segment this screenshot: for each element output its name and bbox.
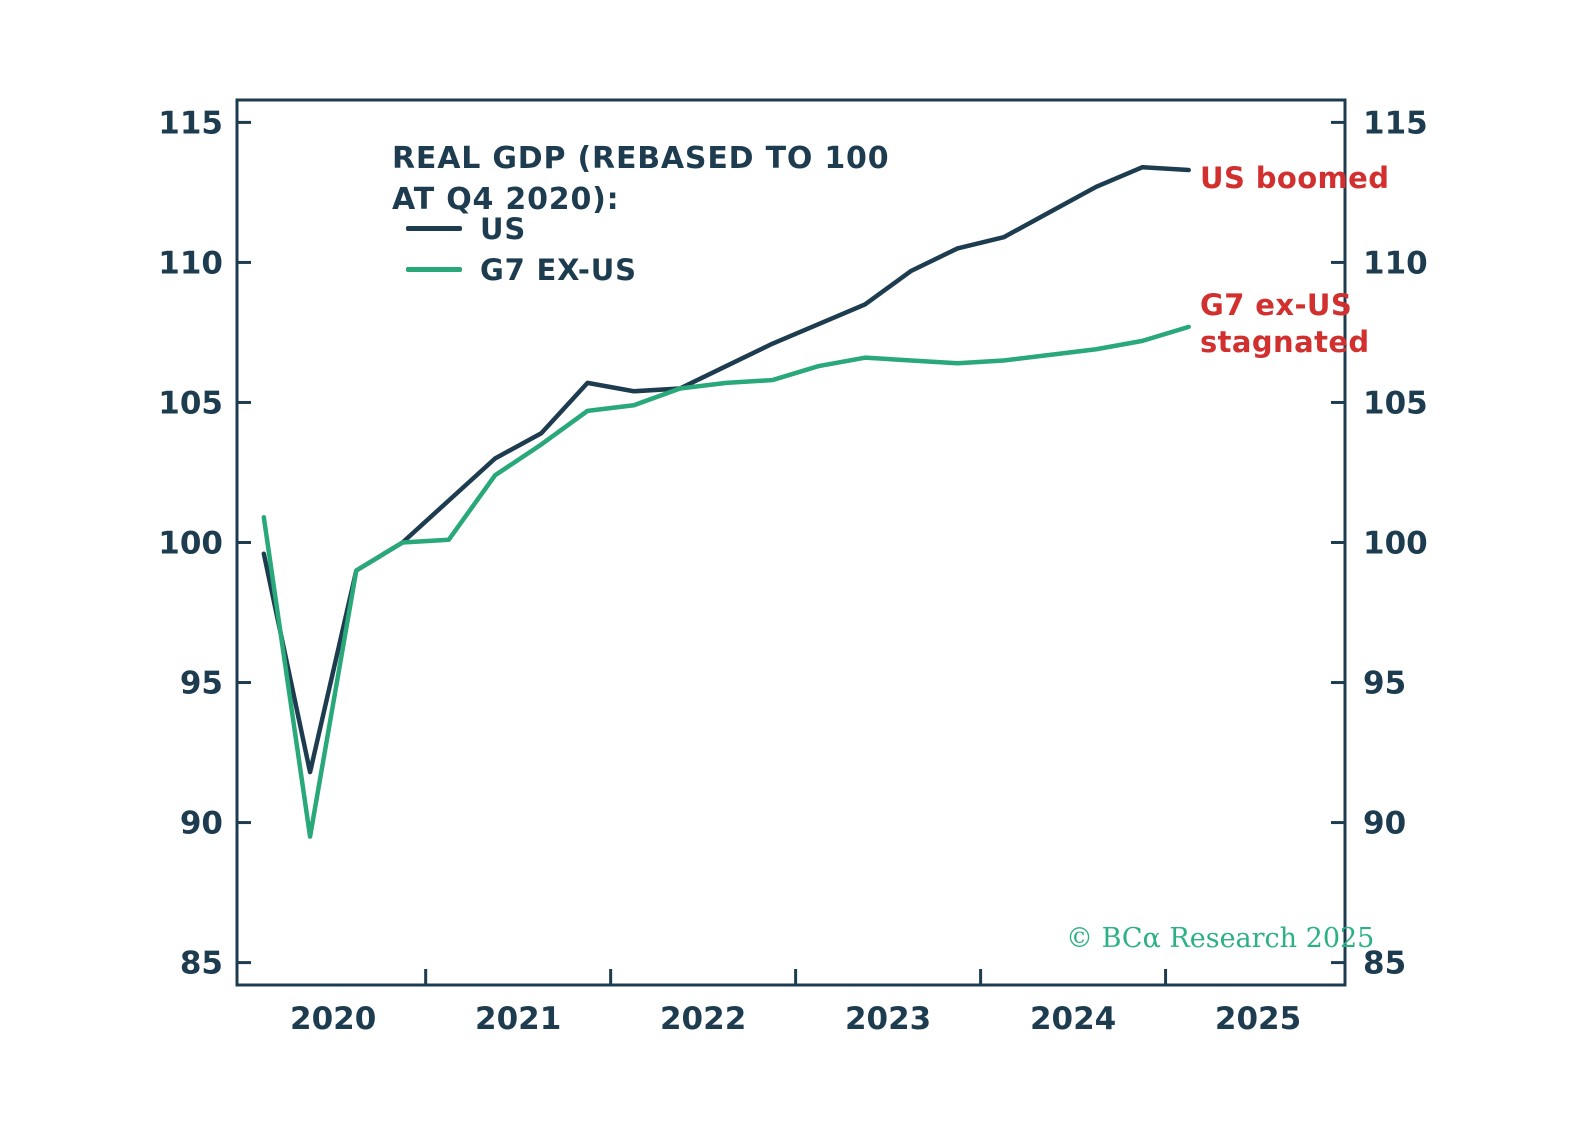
- chart-title: REAL GDP (REBASED TO 100 AT Q4 2020):: [392, 138, 889, 220]
- legend-label-us: US: [480, 211, 527, 246]
- y-axis-label-left: 110: [158, 245, 223, 281]
- chart-title-line2: AT Q4 2020):: [392, 182, 620, 217]
- annotation-g7-line1: G7 ex-US: [1200, 288, 1353, 322]
- y-axis-label-left: 85: [180, 946, 223, 982]
- y-axis-label-right: 115: [1363, 105, 1428, 141]
- x-axis-label: 2020: [290, 1001, 376, 1037]
- g7-line-swatch: [406, 267, 462, 272]
- legend-label-g7: G7 EX-US: [480, 252, 637, 287]
- y-axis-label-left: 100: [158, 526, 223, 562]
- y-axis-label-right: 90: [1363, 806, 1406, 842]
- y-axis-label-left: 115: [158, 105, 223, 141]
- annotation-g7-stagnated: G7 ex-US stagnated: [1200, 287, 1370, 361]
- y-axis-label-left: 90: [180, 806, 223, 842]
- annotation-g7-line2: stagnated: [1200, 325, 1370, 359]
- y-axis-label-right: 85: [1363, 946, 1406, 982]
- y-axis-label-right: 95: [1363, 666, 1406, 702]
- x-axis-label: 2024: [1030, 1001, 1116, 1037]
- x-axis-label: 2022: [660, 1001, 746, 1037]
- series-line-us: [261, 164, 1191, 775]
- x-axis-label: 2023: [845, 1001, 931, 1037]
- y-axis-label-left: 95: [180, 666, 223, 702]
- chart-legend: US G7 EX-US: [406, 208, 637, 290]
- y-axis-label-right: 110: [1363, 245, 1428, 281]
- copyright-credit: © BCα Research 2025: [1066, 923, 1375, 954]
- chart-title-line1: REAL GDP (REBASED TO 100: [392, 141, 890, 176]
- y-axis-label-right: 105: [1363, 385, 1428, 421]
- legend-item-us: US: [406, 208, 637, 249]
- y-axis-label-right: 100: [1363, 526, 1428, 562]
- annotation-us-boomed: US boomed: [1200, 161, 1390, 195]
- y-axis-label-left: 105: [158, 385, 223, 421]
- x-axis-label: 2021: [475, 1001, 561, 1037]
- legend-item-g7: G7 EX-US: [406, 249, 637, 290]
- us-line-swatch: [406, 226, 462, 231]
- series-line-g7-ex-us: [261, 324, 1191, 839]
- x-axis-label: 2025: [1215, 1001, 1301, 1037]
